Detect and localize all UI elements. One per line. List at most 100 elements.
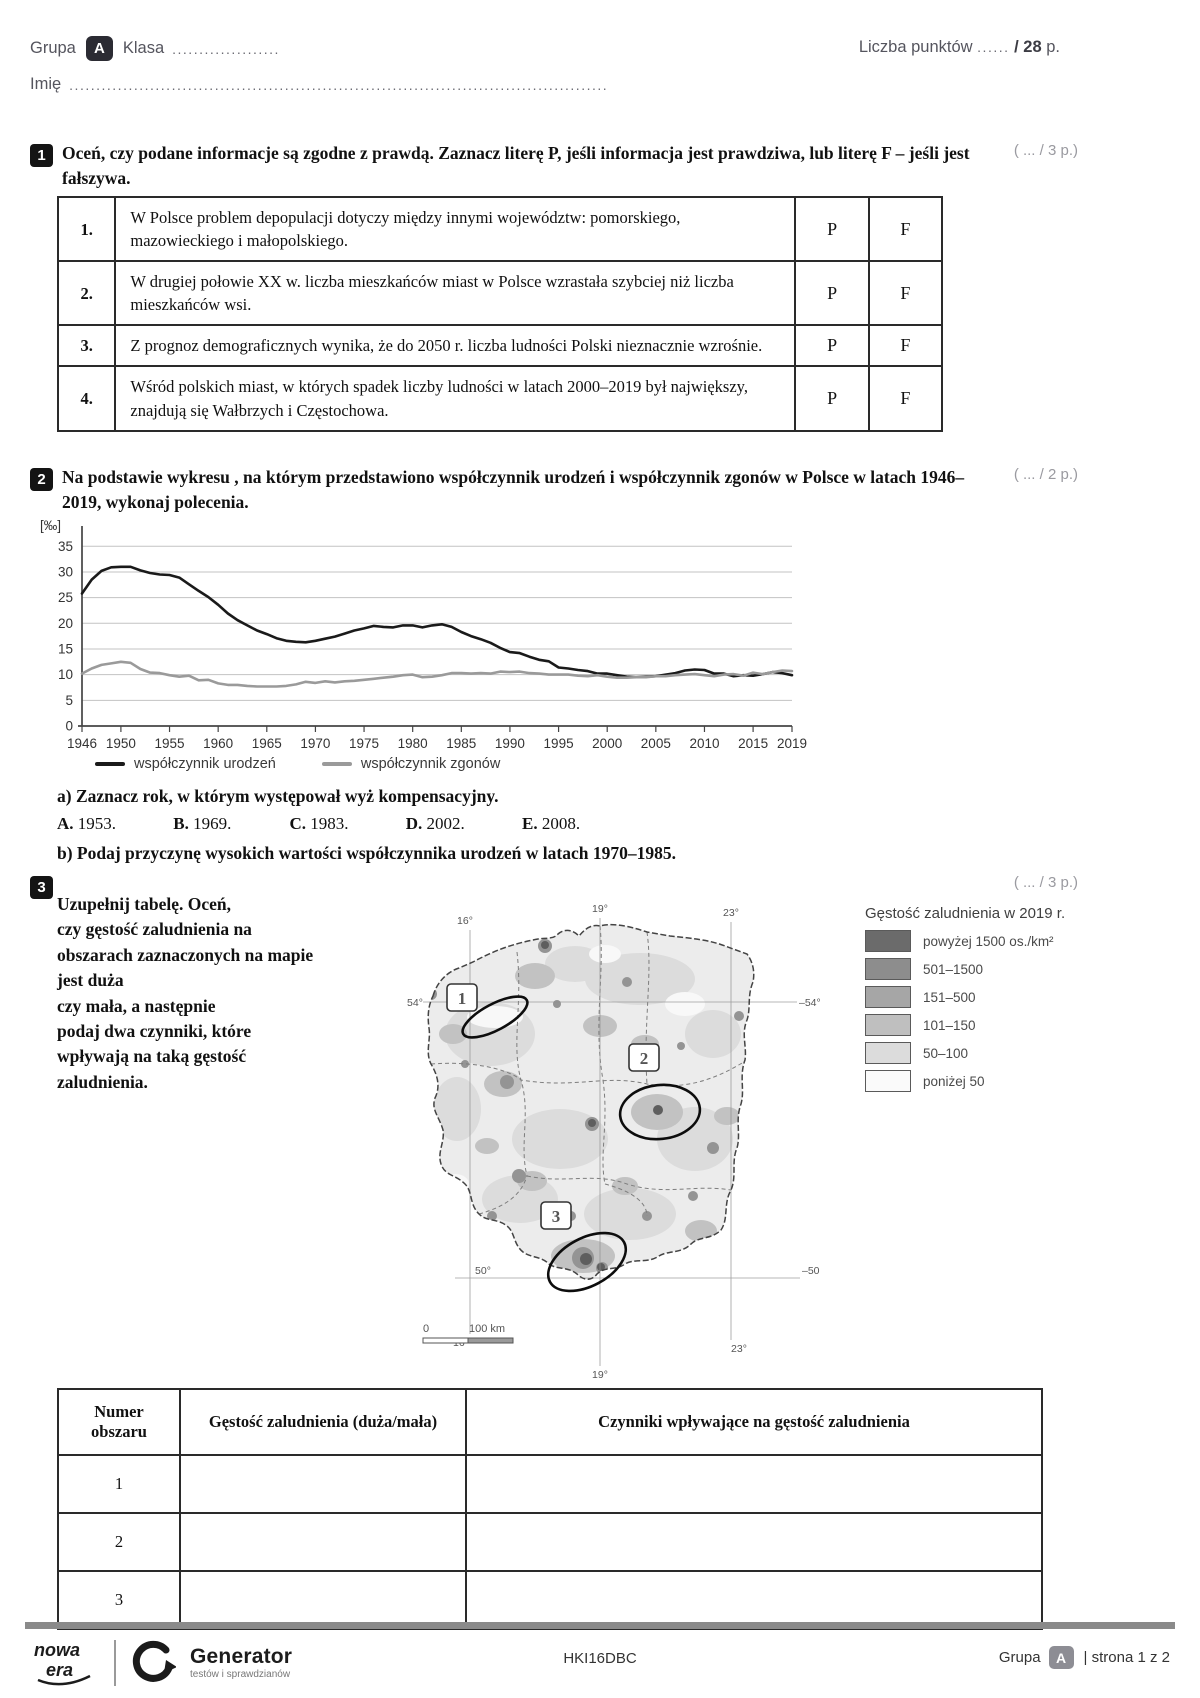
svg-text:–50°: –50° [802,1265,820,1277]
table-row: 3. Z prognoz demograficznych wynika, że … [56,324,944,368]
p-option-row1[interactable]: P [794,195,870,263]
svg-text:19°: 19° [592,1369,608,1381]
f-option-row4[interactable]: F [867,365,944,432]
factors-answer-cell-3[interactable] [465,1570,1043,1630]
density-answer-cell-2[interactable] [179,1512,467,1572]
question-2b-text: b) Podaj przyczynę wysokich wartości wsp… [57,843,676,863]
svg-text:2010: 2010 [689,736,719,751]
question-1-text: Oceń, czy podane informacje są zgodne z … [62,143,970,188]
svg-text:1985: 1985 [446,736,476,751]
question-1-points: ( ... / 3 p.) [1013,142,1078,159]
class-fill-line[interactable]: .................... [172,40,280,57]
density-swatch-5 [865,1042,911,1064]
generator-logo-icon [132,1640,176,1682]
scale-bar: 0 100 km [422,1323,514,1344]
density-answer-cell-3[interactable] [179,1570,467,1630]
legend-row: 151–500 [865,986,1065,1008]
option-d[interactable]: D. 2002. [405,814,465,833]
svg-text:1990: 1990 [495,736,525,751]
statement: Z prognoz demograficznych wynika, że do … [114,324,797,368]
deaths-legend-label: współczynnik zgonów [360,756,501,772]
legend-row: powyżej 1500 os./km² [865,930,1065,952]
points-fill-line[interactable]: ...... [977,39,1010,55]
density-swatch-6 [865,1070,911,1092]
statement: W Polsce problem depopulacji dotyczy mię… [114,195,797,263]
svg-text:1946: 1946 [67,736,97,751]
page-header: Grupa A Klasa .................... Liczb… [30,36,1170,94]
group-label: Grupa [30,39,76,57]
factors-answer-cell-2[interactable] [465,1512,1043,1572]
svg-text:19°: 19° [592,903,608,915]
area-2-ellipse [618,1083,702,1141]
question-3-badge: 3 [30,876,53,899]
density-label-2: 501–1500 [923,961,984,977]
density-label-1: powyżej 1500 os./km² [923,933,1054,949]
svg-text:23°: 23° [723,907,739,919]
density-swatch-3 [865,986,911,1008]
births-legend-label: współczynnik urodzeń [134,756,276,772]
name-fill-line[interactable]: ........................................… [69,76,609,93]
p-option-row3[interactable]: P [794,324,870,368]
f-option-row2[interactable]: F [867,260,944,327]
svg-text:35: 35 [58,539,73,554]
page-indicator: | strona 1 z 2 [1083,1649,1170,1666]
table-row: 3 [57,1570,1043,1630]
svg-text:1970: 1970 [300,736,330,751]
f-option-row3[interactable]: F [867,324,944,368]
legend-item-births: współczynnik urodzeń [95,756,276,772]
option-a[interactable]: A. 1953. [57,814,117,833]
row-number: 2. [56,260,117,327]
svg-text:–54°: –54° [799,997,820,1009]
svg-text:1995: 1995 [544,736,574,751]
generator-title: Generator [190,1645,293,1668]
svg-text:2019: 2019 [777,736,807,751]
generator-subtitle: testów i sprawdzianów [190,1669,291,1680]
table-header-row: Numer obszaru Gęstość zaludnienia (duża/… [57,1388,1043,1456]
svg-text:5: 5 [65,693,73,708]
svg-text:100 km: 100 km [469,1323,505,1335]
legend-row: 501–1500 [865,958,1065,980]
p-option-row2[interactable]: P [794,260,870,327]
poland-map-svg: 1 2 3 16° 19° 23° 54° –54° 50° –50° 16° … [407,903,824,1381]
legend-row: poniżej 50 [865,1070,1065,1092]
points-suffix: p. [1046,38,1060,56]
area-3-ellipse [546,1231,628,1293]
svg-text:30: 30 [58,564,73,579]
density-label-5: 50–100 [923,1045,969,1061]
svg-text:50°: 50° [475,1265,491,1277]
svg-text:1: 1 [458,989,467,1008]
svg-text:nowa: nowa [34,1640,80,1660]
statement: Wśród polskich miast, w których spadek l… [114,365,797,432]
footer-group-badge: A [1048,1646,1074,1669]
density-answer-cell-1[interactable] [179,1454,467,1514]
table-row: 2. W drugiej połowie XX w. liczba mieszk… [56,260,944,327]
points-total: Liczba punktów ...... / 28 p. [859,38,1060,57]
f-option-row1[interactable]: F [867,195,944,263]
name-label: Imię [30,75,62,93]
p-option-row4[interactable]: P [794,365,870,432]
row-number: 4. [56,365,117,432]
density-answer-table: Numer obszaru Gęstość zaludnienia (duża/… [57,1388,1043,1630]
svg-text:1975: 1975 [349,736,379,751]
deaths-line-swatch [321,762,352,766]
area-marker-3: 3 [540,1201,572,1230]
svg-text:25: 25 [58,590,73,605]
option-e[interactable]: E. 2008. [522,814,581,833]
row-number: 1. [56,195,117,263]
area-1-ellipse [461,995,529,1039]
svg-text:1965: 1965 [252,736,282,751]
density-swatch-1 [865,930,911,952]
table-row: 4. Wśród polskich miast, w których spade… [56,365,944,432]
header-density: Gęstość zaludnienia (duża/mała) [179,1388,467,1456]
chart-legend: współczynnik urodzeń współczynnik zgonów [95,756,500,772]
area-number-3: 3 [57,1570,181,1630]
question-3-points: ( ... / 3 p.) [1013,874,1078,891]
option-b[interactable]: B. 1969. [173,814,232,833]
svg-text:0: 0 [65,719,73,734]
area-number-2: 2 [57,1512,181,1572]
legend-item-deaths: współczynnik zgonów [321,756,501,772]
option-c[interactable]: C. 1983. [289,814,349,833]
statement: W drugiej połowie XX w. liczba mieszkańc… [114,260,797,327]
factors-answer-cell-1[interactable] [465,1454,1043,1514]
birth-death-rate-chart: 0 5 10 15 20 25 30 35 1946 1950 1955 1960 1965 1970 19… [30,514,820,759]
